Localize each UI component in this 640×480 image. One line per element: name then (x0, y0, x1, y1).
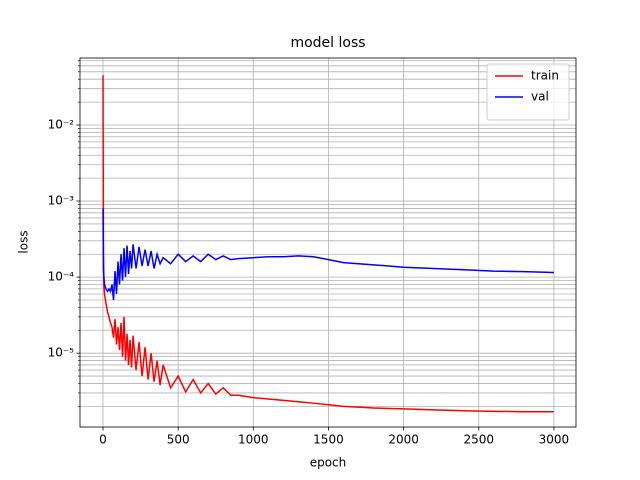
x-tick-label: 3000 (539, 433, 570, 447)
legend-label: train (531, 69, 559, 83)
plot-frame (79, 57, 577, 428)
x-tick-label: 1000 (238, 433, 269, 447)
y-tick-label: 10⁻³ (48, 194, 75, 208)
x-tick-label: 500 (167, 433, 190, 447)
x-tick-label: 2500 (463, 433, 494, 447)
x-tick-label: 1500 (313, 433, 344, 447)
chart-title: model loss (290, 35, 365, 51)
y-tick-label: 10⁻² (48, 117, 75, 131)
line-train (102, 75, 554, 413)
y-axis-label: loss (17, 230, 31, 253)
y-tick-label: 10⁻⁵ (48, 346, 75, 360)
x-tick-label: 0 (99, 433, 107, 447)
legend-label: val (531, 90, 549, 104)
legend-box (486, 63, 570, 121)
x-tick-label: 2000 (388, 433, 419, 447)
line-val (102, 208, 554, 301)
x-axis-label: epoch (310, 456, 347, 470)
y-tick-label: 10⁻⁴ (48, 270, 75, 284)
